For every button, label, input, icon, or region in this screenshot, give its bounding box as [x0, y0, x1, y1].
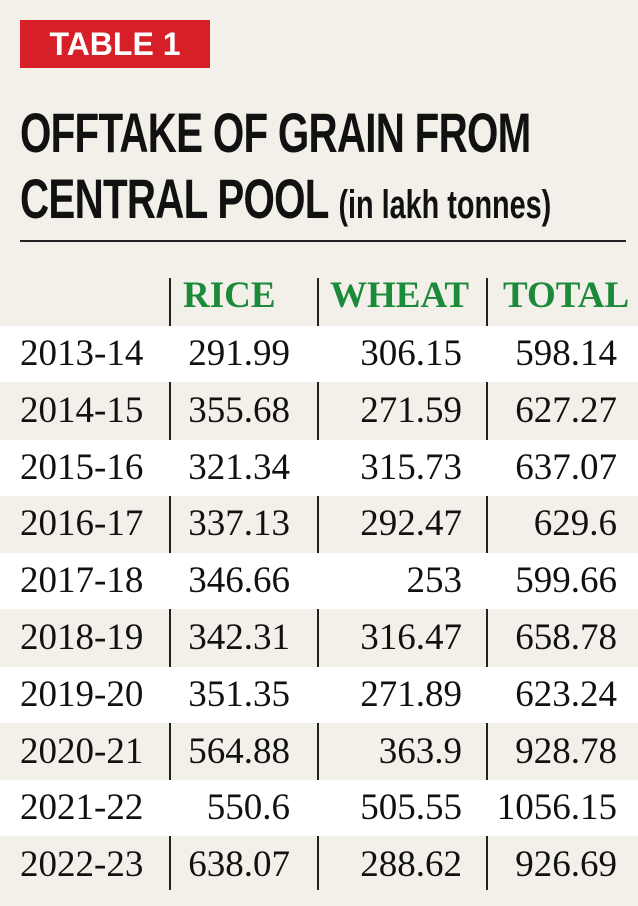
- table-row: 2020-21 564.88 363.9 928.78: [0, 724, 638, 780]
- table-row: 2017-18 346.66 253 599.66: [0, 553, 638, 610]
- value-cell: 599.66: [515, 560, 617, 602]
- value-cell: 351.35: [188, 673, 290, 715]
- value-cell: 271.59: [360, 389, 462, 431]
- title-line: OFFTAKE OF GRAIN FROM: [20, 101, 531, 164]
- value-cell: 271.89: [360, 673, 462, 715]
- table-row: 2018-19 342.31 316.47 658.78: [0, 610, 638, 666]
- value-cell: 342.31: [188, 617, 290, 658]
- value-cell: 315.73: [360, 446, 462, 488]
- value-cell: 564.88: [188, 730, 290, 772]
- value-cell: 638.07: [188, 844, 290, 886]
- value-cell: 337.13: [188, 503, 290, 545]
- year-cell: 2014-15: [20, 389, 144, 431]
- value-cell: 321.34: [188, 446, 290, 488]
- year-cell: 2019-20: [20, 673, 144, 715]
- value-cell: 355.68: [188, 389, 290, 431]
- year-cell: 2021-22: [20, 787, 144, 829]
- table-label: TABLE 1: [20, 20, 210, 68]
- value-cell: 316.47: [360, 617, 462, 658]
- table-row: 2014-15 355.68 271.59 627.27: [0, 383, 638, 439]
- value-cell: 253: [406, 560, 463, 602]
- value-cell: 623.24: [515, 673, 617, 715]
- value-cell: 292.47: [360, 503, 462, 545]
- year-cell: 2015-16: [20, 446, 144, 488]
- value-cell: 1056.15: [496, 787, 617, 829]
- table-row: 2022-23 638.07 288.62 926.69: [0, 837, 638, 893]
- unit: (in lakh tonnes): [338, 183, 552, 227]
- value-cell: 598.14: [515, 333, 617, 374]
- table-row: 2015-16 321.34 315.73 637.07: [0, 439, 638, 496]
- year-cell: 2013-14: [20, 333, 144, 374]
- value-cell: 288.62: [360, 844, 462, 886]
- year-cell: 2020-21: [20, 730, 144, 772]
- title-line: CENTRAL POOL (in lakh tonnes): [20, 166, 551, 231]
- table-row: 2013-14 291.99 306.15 598.14: [0, 326, 638, 382]
- value-cell: 637.07: [515, 446, 617, 488]
- value-cell: 928.78: [515, 730, 617, 772]
- year-cell: 2016-17: [20, 503, 144, 545]
- year-cell: 2018-19: [20, 617, 144, 658]
- value-cell: 926.69: [515, 844, 617, 886]
- value-cell: 363.9: [378, 730, 462, 772]
- value-cell: 550.6: [206, 787, 290, 829]
- column-header: RICE: [183, 275, 276, 316]
- column-header: TOTAL: [503, 275, 630, 316]
- year-cell: 2017-18: [20, 560, 144, 602]
- column-header: WHEAT: [330, 275, 470, 316]
- value-cell: 505.55: [360, 787, 462, 829]
- table-row: 2016-17 337.13 292.47 629.6: [0, 496, 638, 552]
- divider: [20, 240, 626, 242]
- value-cell: 627.27: [515, 389, 617, 431]
- value-cell: 306.15: [360, 333, 462, 374]
- value-cell: 291.99: [188, 333, 290, 374]
- value-cell: 346.66: [188, 560, 290, 602]
- header-row: RICE WHEAT TOTAL: [0, 268, 638, 324]
- table-row: 2021-22 550.6 505.55 1056.15: [0, 780, 638, 837]
- value-cell: 629.6: [533, 503, 617, 545]
- year-cell: 2022-23: [20, 844, 144, 886]
- table-row: 2019-20 351.35 271.89 623.24: [0, 666, 638, 723]
- title-line: CENTRAL POOL: [20, 167, 329, 230]
- value-cell: 658.78: [515, 617, 617, 658]
